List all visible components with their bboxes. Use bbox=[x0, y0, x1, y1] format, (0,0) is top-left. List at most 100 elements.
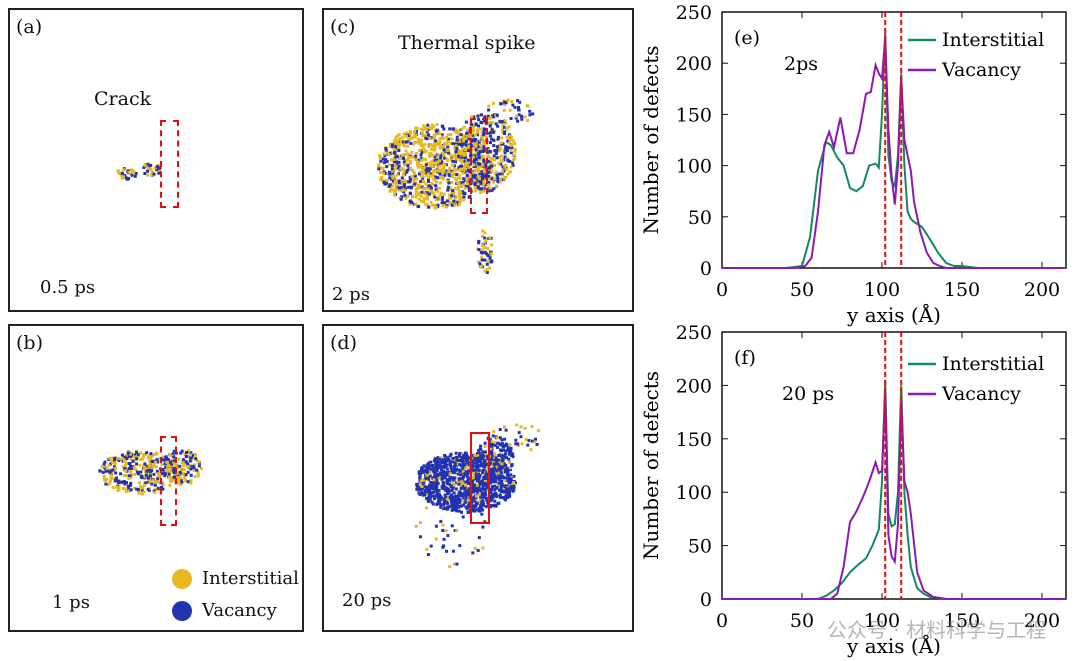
atom-dot bbox=[470, 115, 474, 119]
atom-dot bbox=[417, 191, 421, 195]
atom-dot bbox=[146, 471, 149, 475]
atom-dot bbox=[467, 159, 471, 162]
atom-dot bbox=[509, 117, 513, 120]
atom-dot bbox=[473, 168, 477, 172]
atom-dot bbox=[428, 485, 432, 489]
atom-dot bbox=[487, 177, 491, 181]
atom-dot bbox=[425, 167, 429, 170]
atom-dot bbox=[474, 176, 478, 180]
atom-dot bbox=[392, 147, 396, 151]
atom-dot bbox=[508, 170, 512, 174]
legend-interstitial: Interstitial bbox=[172, 568, 299, 589]
atom-dot bbox=[501, 475, 505, 479]
atom-dot bbox=[415, 487, 419, 491]
atom-dot bbox=[437, 168, 441, 172]
atom-dot bbox=[142, 464, 146, 468]
atom-dot bbox=[494, 122, 498, 126]
atom-dot bbox=[179, 478, 183, 482]
atom-dot bbox=[452, 483, 456, 487]
panel-label-c: (c) bbox=[330, 16, 356, 38]
atom-dot bbox=[489, 442, 493, 446]
atom-dot bbox=[488, 186, 492, 190]
atom-dot bbox=[528, 109, 532, 113]
atom-dot bbox=[426, 463, 429, 467]
atom-dot bbox=[497, 458, 501, 462]
atom-dot bbox=[459, 140, 463, 144]
atom-dot bbox=[133, 455, 137, 459]
atom-dot bbox=[512, 474, 516, 478]
atom-dot bbox=[421, 482, 425, 486]
atom-dot bbox=[419, 535, 422, 539]
atom-dot bbox=[473, 139, 477, 143]
panel-d: (d) 20 ps bbox=[322, 324, 634, 632]
atom-dot bbox=[480, 508, 484, 512]
atom-dot bbox=[427, 495, 431, 498]
atom-dot bbox=[410, 200, 414, 204]
atom-dot bbox=[463, 152, 467, 156]
atom-dot bbox=[493, 472, 497, 475]
atom-dot bbox=[126, 454, 130, 458]
x-tick-label: 200 bbox=[1024, 610, 1060, 632]
atom-dot bbox=[406, 156, 410, 160]
atom-dot bbox=[462, 167, 466, 171]
atom-dot bbox=[531, 439, 534, 443]
atom-dot bbox=[486, 476, 490, 480]
atom-dot bbox=[483, 116, 487, 120]
atom-dot bbox=[397, 160, 401, 164]
atom-dot bbox=[511, 103, 515, 107]
atom-dot bbox=[491, 493, 494, 497]
atom-dot bbox=[427, 461, 431, 465]
atom-dot bbox=[420, 490, 424, 494]
atom-dot bbox=[477, 464, 481, 468]
atom-dot bbox=[451, 460, 454, 464]
atom-dot bbox=[495, 173, 499, 177]
atom-dot bbox=[404, 158, 408, 162]
atom-dot bbox=[480, 248, 484, 252]
atom-dot bbox=[482, 149, 486, 153]
atom-dot bbox=[167, 472, 171, 476]
atom-dot bbox=[466, 135, 470, 139]
atom-dot bbox=[414, 126, 418, 130]
atom-dot bbox=[527, 439, 531, 443]
atom-dot bbox=[143, 462, 147, 466]
atom-dot bbox=[491, 443, 495, 446]
atom-dot bbox=[476, 175, 480, 179]
atom-dot bbox=[474, 151, 478, 155]
atom-dot bbox=[438, 194, 442, 198]
atom-dot bbox=[472, 499, 475, 503]
atom-dot bbox=[490, 259, 494, 263]
atom-dot bbox=[477, 448, 481, 452]
atom-dot bbox=[457, 181, 461, 185]
atom-dot bbox=[450, 192, 454, 196]
atom-dot bbox=[491, 434, 495, 438]
atom-dot bbox=[465, 178, 469, 182]
atom-dot bbox=[148, 474, 152, 478]
atom-dot bbox=[484, 470, 488, 474]
atom-dot bbox=[509, 486, 512, 490]
atom-dot bbox=[412, 142, 416, 146]
atom-dot bbox=[461, 485, 465, 489]
atom-dot bbox=[438, 186, 442, 190]
atom-dot bbox=[435, 128, 439, 132]
atom-dot bbox=[478, 150, 482, 154]
atom-dot bbox=[391, 151, 395, 155]
x-tick-label: 50 bbox=[790, 279, 814, 301]
atom-dot bbox=[139, 457, 143, 461]
atom-dot bbox=[458, 167, 462, 171]
atom-dot bbox=[434, 132, 438, 136]
atom-dot bbox=[463, 186, 467, 190]
atom-dot bbox=[490, 251, 494, 255]
atom-dot bbox=[145, 464, 149, 468]
atom-dot bbox=[440, 468, 443, 472]
atom-dot bbox=[461, 183, 465, 187]
atom-dot bbox=[501, 496, 504, 500]
x-axis-label: y axis (Å) bbox=[846, 302, 941, 327]
atom-dot bbox=[501, 122, 505, 126]
atom-dot bbox=[480, 131, 484, 135]
series-line-vacancy bbox=[722, 392, 1066, 600]
atom-dot bbox=[458, 490, 462, 494]
atom-dot bbox=[467, 165, 471, 169]
atom-dot bbox=[480, 481, 484, 484]
atom-dot bbox=[402, 140, 405, 144]
atom-dot bbox=[523, 426, 527, 430]
